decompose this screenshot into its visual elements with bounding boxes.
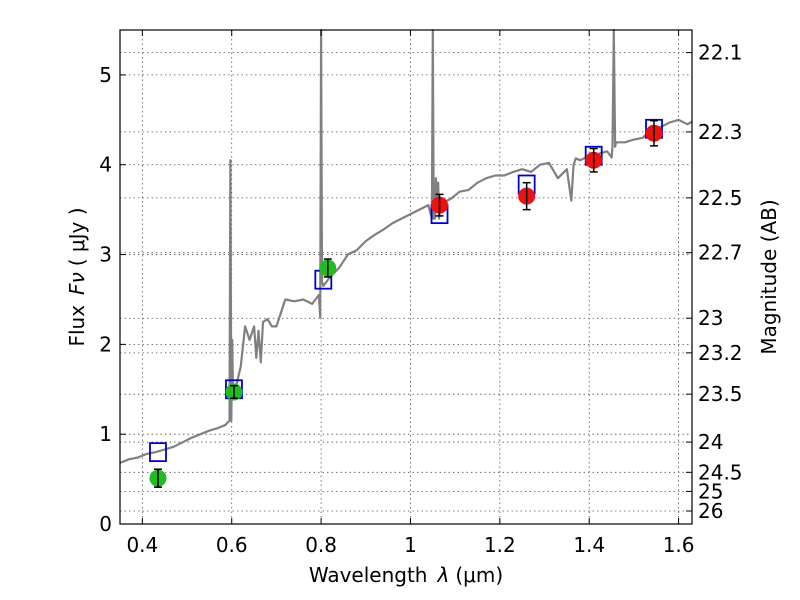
x-tick-label: 1.6 bbox=[663, 533, 695, 557]
observed-points bbox=[149, 119, 663, 488]
y-tick-label: 5 bbox=[99, 63, 112, 87]
x-axis-label: Wavelength λ (μm) bbox=[309, 563, 503, 587]
model-point-square bbox=[149, 442, 167, 463]
y-tick-label: 2 bbox=[99, 332, 112, 356]
y2-tick-label: 22.5 bbox=[698, 186, 743, 210]
y2-tick-label: 22.7 bbox=[698, 241, 743, 265]
y2-tick-label: 25 bbox=[698, 479, 723, 503]
y2-tick-label: 26 bbox=[698, 499, 723, 523]
tick-labels: 0.4 0.6 0.8 1 1.2 1.4 1.601234522.122.322.522.… bbox=[99, 41, 742, 557]
plot-frame bbox=[119, 29, 693, 525]
y-tick-label: 3 bbox=[99, 243, 112, 267]
y-axis-label: FluxFν( μJy ) bbox=[65, 207, 89, 346]
y2-tick-label: 22.3 bbox=[698, 120, 743, 144]
ticks bbox=[120, 30, 692, 525]
y2-tick-label: 24 bbox=[698, 430, 723, 454]
x-tick-label: 0.4 bbox=[126, 533, 158, 557]
x-tick-label: 1.2 bbox=[484, 533, 516, 557]
y2-tick-label: 23 bbox=[698, 306, 723, 330]
x-tick-label: 1 bbox=[404, 533, 417, 557]
x-tick-label: 0.8 bbox=[305, 533, 337, 557]
y2-tick-label: 22.1 bbox=[698, 41, 743, 65]
y-tick-label: 4 bbox=[99, 153, 112, 177]
y-tick-label: 0 bbox=[99, 512, 112, 536]
y2-axis-label: Magnitude (AB) bbox=[757, 199, 781, 354]
y2-tick-label: 24.5 bbox=[698, 460, 743, 484]
y2-tick-label: 23.2 bbox=[698, 341, 743, 365]
y-tick-label: 1 bbox=[99, 422, 112, 446]
x-tick-label: 1.4 bbox=[573, 533, 605, 557]
x-tick-label: 0.6 bbox=[216, 533, 248, 557]
y2-tick-label: 23.5 bbox=[698, 382, 743, 406]
